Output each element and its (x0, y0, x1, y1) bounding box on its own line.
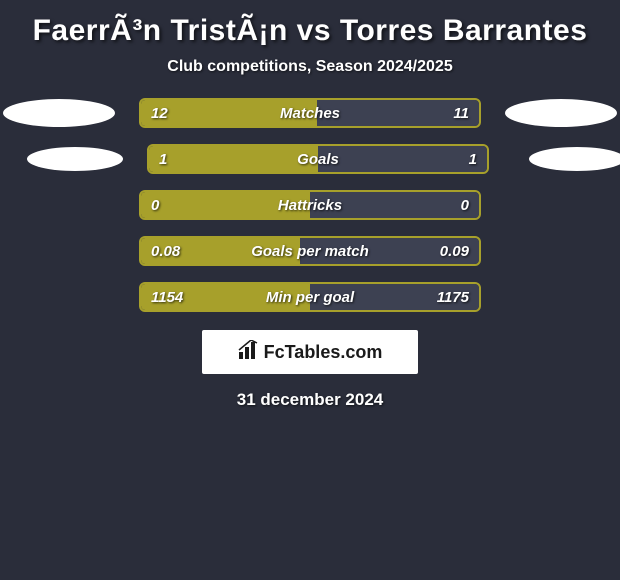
player-oval-left (3, 99, 115, 127)
player-oval-right (529, 147, 620, 171)
brand-badge: FcTables.com (202, 330, 418, 374)
stat-value-right: 0.09 (440, 238, 469, 264)
stat-value-left: 1 (159, 146, 167, 172)
stat-row: 11Goals (0, 144, 620, 174)
stat-row: 1211Matches (0, 98, 620, 128)
page-subtitle: Club competitions, Season 2024/2025 (0, 58, 620, 98)
page-title: FaerrÃ³n TristÃ¡n vs Torres Barrantes (0, 8, 620, 58)
stat-value-right: 1 (469, 146, 477, 172)
stat-row: 00Hattricks (0, 190, 620, 220)
comparison-infographic: FaerrÃ³n TristÃ¡n vs Torres Barrantes Cl… (0, 0, 620, 410)
stat-bar: 00Hattricks (139, 190, 481, 220)
stat-row: 0.080.09Goals per match (0, 236, 620, 266)
stat-bar: 0.080.09Goals per match (139, 236, 481, 266)
stat-value-left: 12 (151, 100, 168, 126)
stat-row: 11541175Min per goal (0, 282, 620, 312)
stat-bar-left-fill (141, 192, 310, 218)
brand-text: FcTables.com (264, 342, 383, 363)
stat-bar: 11541175Min per goal (139, 282, 481, 312)
bar-chart-icon (238, 340, 260, 365)
date-text: 31 december 2024 (0, 390, 620, 410)
stat-value-left: 1154 (151, 284, 183, 310)
stat-bar-left-fill (149, 146, 318, 172)
stats-list: 1211Matches11Goals00Hattricks0.080.09Goa… (0, 98, 620, 312)
stat-value-right: 11 (453, 100, 469, 126)
stat-value-right: 0 (461, 192, 469, 218)
stat-bar: 11Goals (147, 144, 489, 174)
stat-bar: 1211Matches (139, 98, 481, 128)
stat-bar-right-fill (310, 192, 479, 218)
player-oval-right (505, 99, 617, 127)
stat-value-left: 0 (151, 192, 159, 218)
player-oval-left (27, 147, 123, 171)
stat-value-right: 1175 (437, 284, 469, 310)
stat-bar-right-fill (318, 146, 487, 172)
stat-value-left: 0.08 (151, 238, 180, 264)
